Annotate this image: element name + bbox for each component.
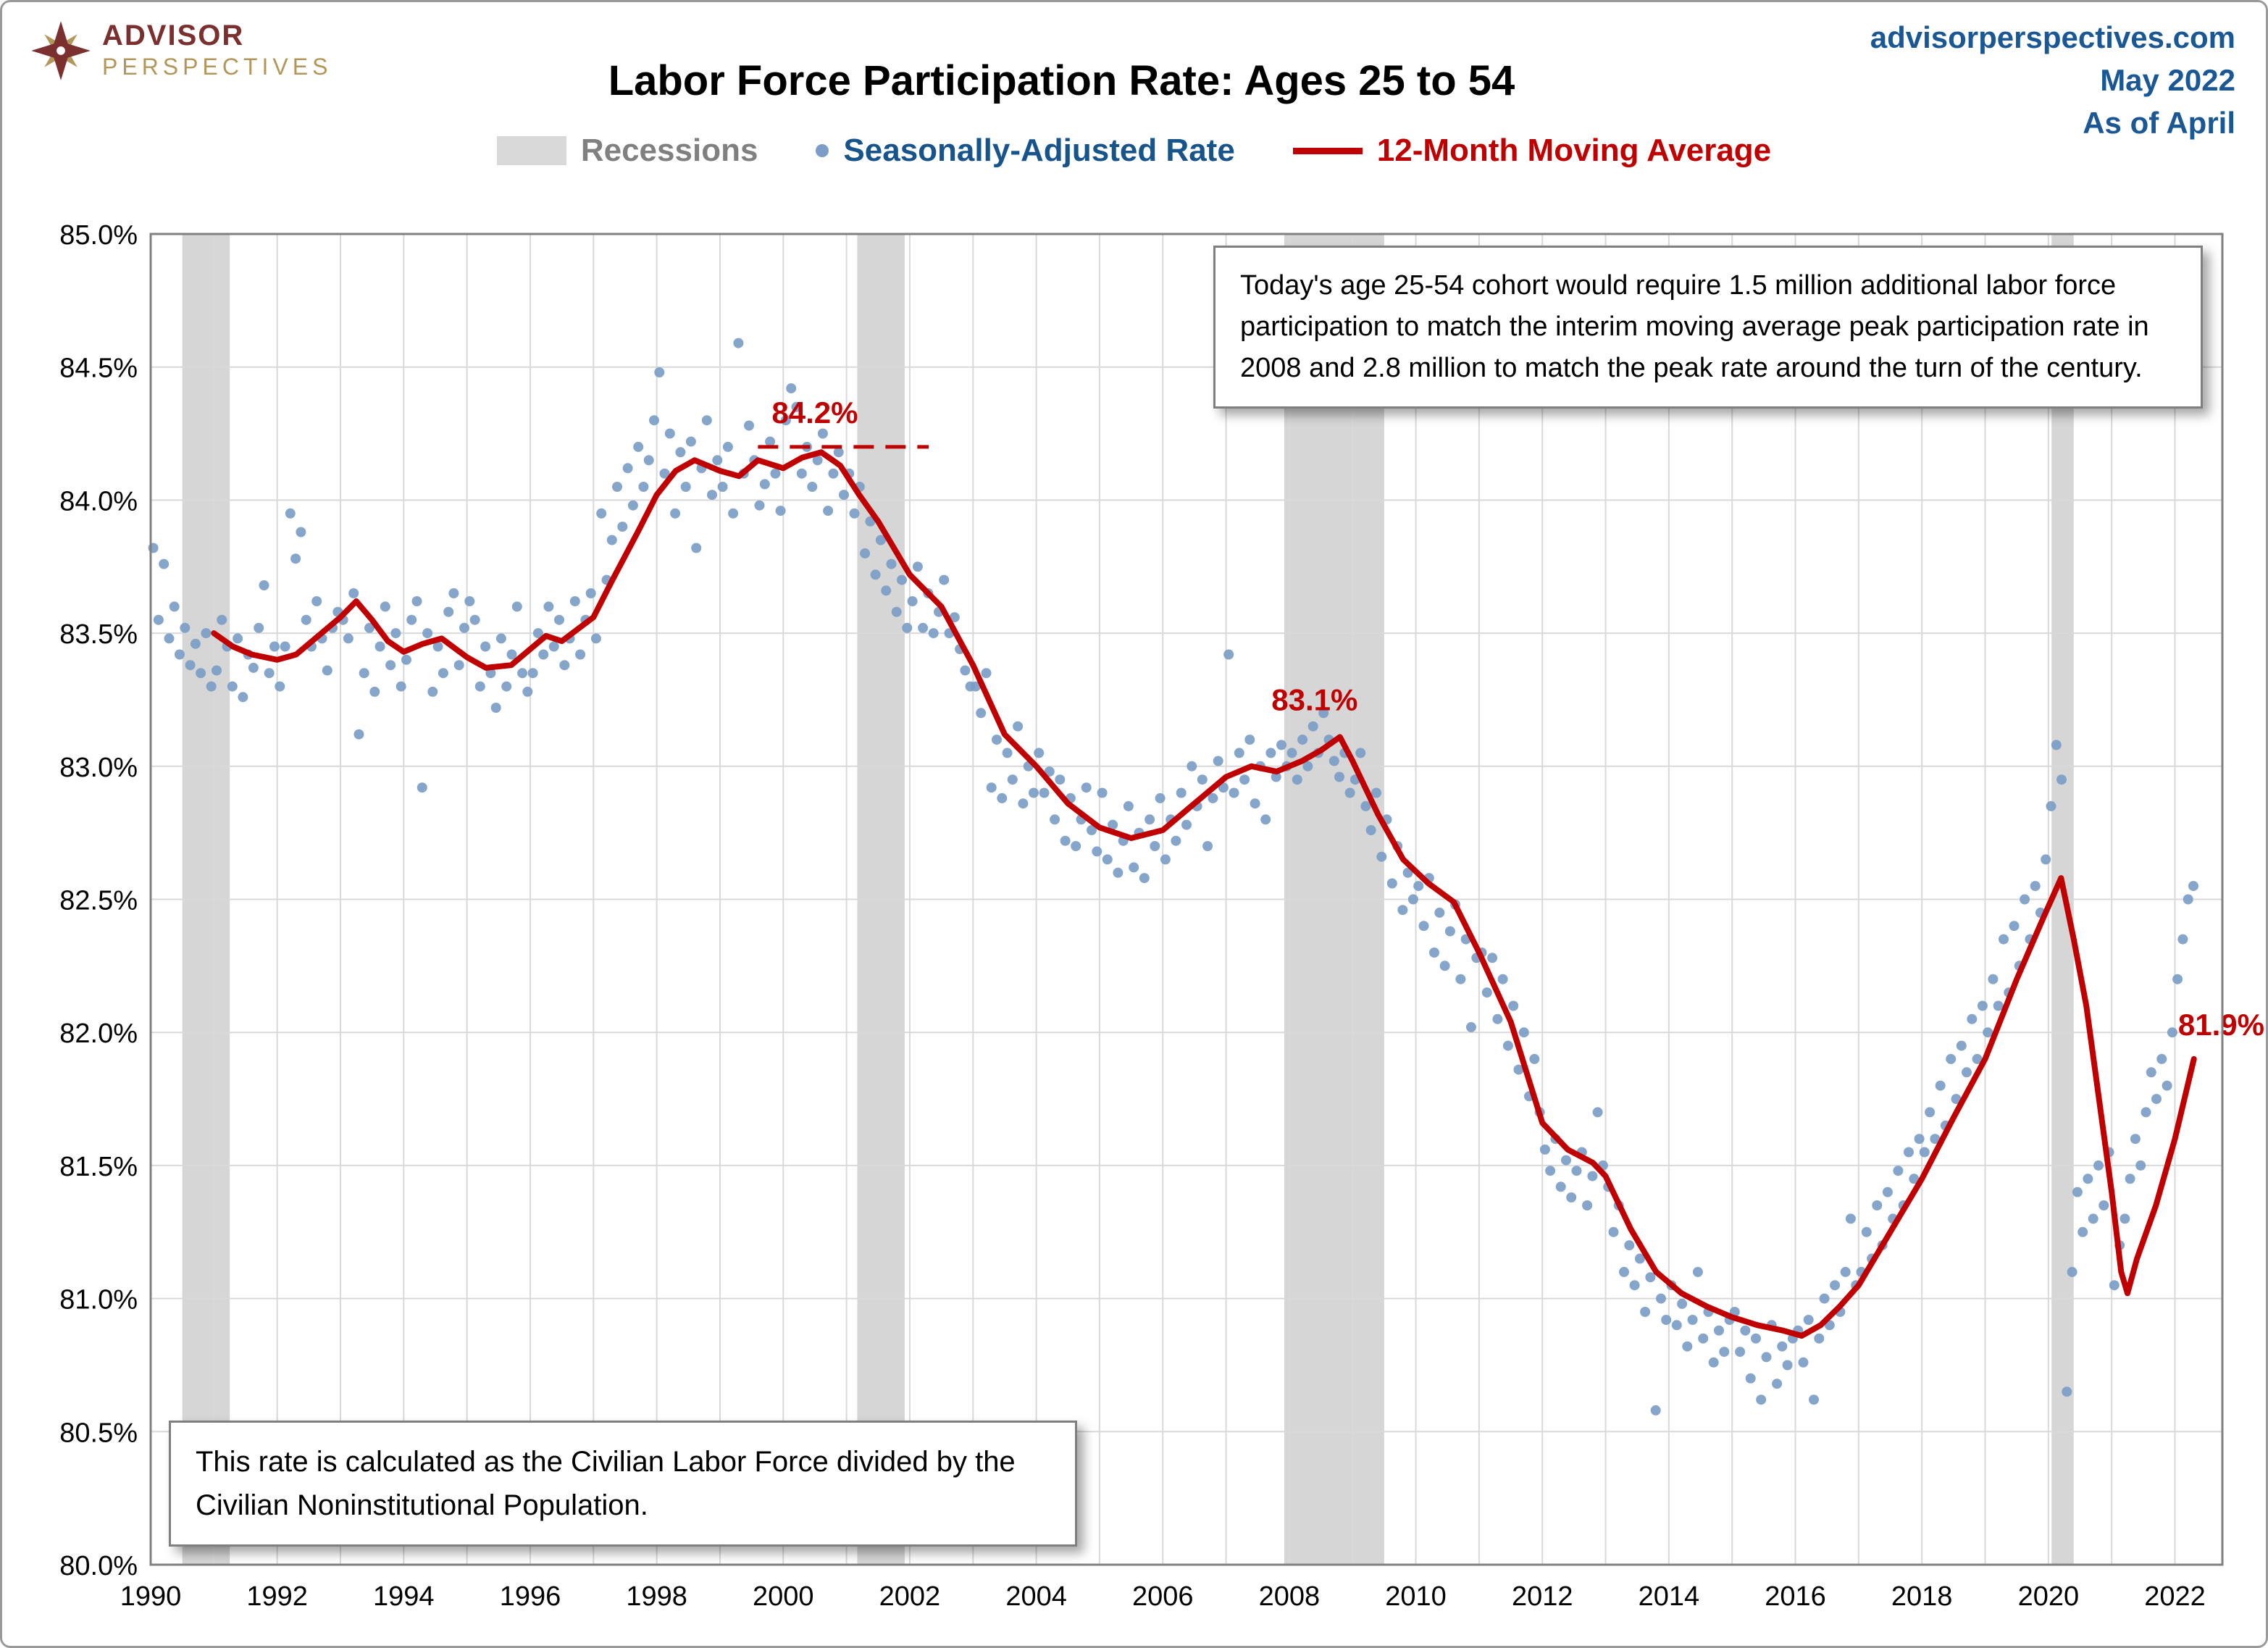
source-asof: As of April bbox=[2083, 105, 2235, 140]
x-axis-tick-label: 2018 bbox=[1891, 1581, 1953, 1612]
legend-label-moving-average: 12-Month Moving Average bbox=[1376, 133, 1772, 168]
x-axis-tick-label: 2000 bbox=[753, 1581, 814, 1612]
x-axis-tick-label: 2002 bbox=[879, 1581, 941, 1612]
x-axis-tick-label: 2016 bbox=[1765, 1581, 1826, 1612]
legend-item-recessions: Recessions bbox=[496, 133, 758, 169]
source-site: advisorperspectives.com bbox=[1870, 20, 2235, 54]
plot-border bbox=[149, 233, 2224, 1566]
y-axis-tick-label: 81.0% bbox=[59, 1285, 138, 1316]
y-axis-tick-label: 81.5% bbox=[59, 1152, 138, 1182]
x-axis-tick-label: 2020 bbox=[2018, 1581, 2080, 1612]
red-line-icon bbox=[1292, 147, 1363, 154]
advisor-perspectives-logo: ADVISOR PERSPECTIVES bbox=[30, 20, 332, 82]
chart-area: 80.0% 80.5% 81.0% 81.5% 82.0% 82.5% 83.0% 83.5%… bbox=[2, 214, 2266, 1646]
y-axis-tick-label: 80.5% bbox=[59, 1418, 138, 1448]
source-date: May 2022 bbox=[2100, 62, 2235, 97]
x-axis-tick-label: 2014 bbox=[1639, 1581, 1700, 1612]
legend-label-seasonally-adjusted: Seasonally-Adjusted Rate bbox=[843, 133, 1235, 168]
x-axis-tick-label: 1998 bbox=[626, 1581, 687, 1612]
y-axis-tick-label: 84.0% bbox=[59, 486, 138, 516]
moving-average-line bbox=[211, 449, 2197, 1339]
participation-rate-chart: 80.0% 80.5% 81.0% 81.5% 82.0% 82.5% 83.0% 83.5%… bbox=[59, 220, 2264, 1612]
y-axis-tick-label: 85.0% bbox=[59, 220, 138, 251]
chart-legend: Recessions Seasonally-Adjusted Rate 12-M… bbox=[2, 133, 2266, 169]
page-title: Labor Force Participation Rate: Ages 25 … bbox=[608, 57, 1515, 104]
x-axis-tick-label: 1996 bbox=[500, 1581, 561, 1612]
x-axis-tick-label: 2010 bbox=[1385, 1581, 1447, 1612]
scatter-dot-icon bbox=[816, 144, 829, 157]
legend-item-moving-average: 12-Month Moving Average bbox=[1292, 133, 1772, 169]
logo-text-perspectives: PERSPECTIVES bbox=[102, 54, 332, 80]
annotation-label: 84.2% bbox=[771, 396, 858, 430]
x-axis-tick-label: 1994 bbox=[373, 1581, 435, 1612]
y-axis-tick-label: 83.0% bbox=[59, 753, 138, 783]
annotation-label: 81.9% bbox=[2178, 1008, 2264, 1042]
x-axis-tick-label: 1990 bbox=[120, 1581, 182, 1612]
x-axis-tick-label: 2008 bbox=[1259, 1581, 1321, 1612]
legend-item-seasonally-adjusted: Seasonally-Adjusted Rate bbox=[816, 133, 1235, 169]
x-axis-tick-label: 2006 bbox=[1132, 1581, 1194, 1612]
y-axis-tick-label: 80.0% bbox=[59, 1551, 138, 1581]
y-axis-tick-label: 82.5% bbox=[59, 886, 138, 916]
x-axis-tick-label: 1992 bbox=[246, 1581, 308, 1612]
source-block: advisorperspectives.com May 2022 As of A… bbox=[1870, 17, 2235, 144]
y-axis-tick-label: 84.5% bbox=[59, 354, 138, 384]
y-axis-tick-label: 82.0% bbox=[59, 1019, 138, 1049]
x-axis-tick-label: 2012 bbox=[1512, 1581, 1573, 1612]
cohort-annotation-box: Today's age 25-54 cohort would require 1… bbox=[1213, 246, 2203, 409]
y-axis-tick-label: 83.5% bbox=[59, 619, 138, 650]
x-axis-tick-label: 2022 bbox=[2144, 1581, 2206, 1612]
annotation-label: 83.1% bbox=[1271, 683, 1357, 717]
recession-swatch-icon bbox=[496, 136, 566, 165]
x-axis-tick-label: 2004 bbox=[1005, 1581, 1067, 1612]
calculation-footnote-box: This rate is calculated as the Civilian … bbox=[169, 1421, 1077, 1547]
compass-star-icon bbox=[31, 21, 91, 80]
legend-label-recessions: Recessions bbox=[580, 133, 758, 168]
logo-text-advisor: ADVISOR bbox=[102, 20, 245, 51]
